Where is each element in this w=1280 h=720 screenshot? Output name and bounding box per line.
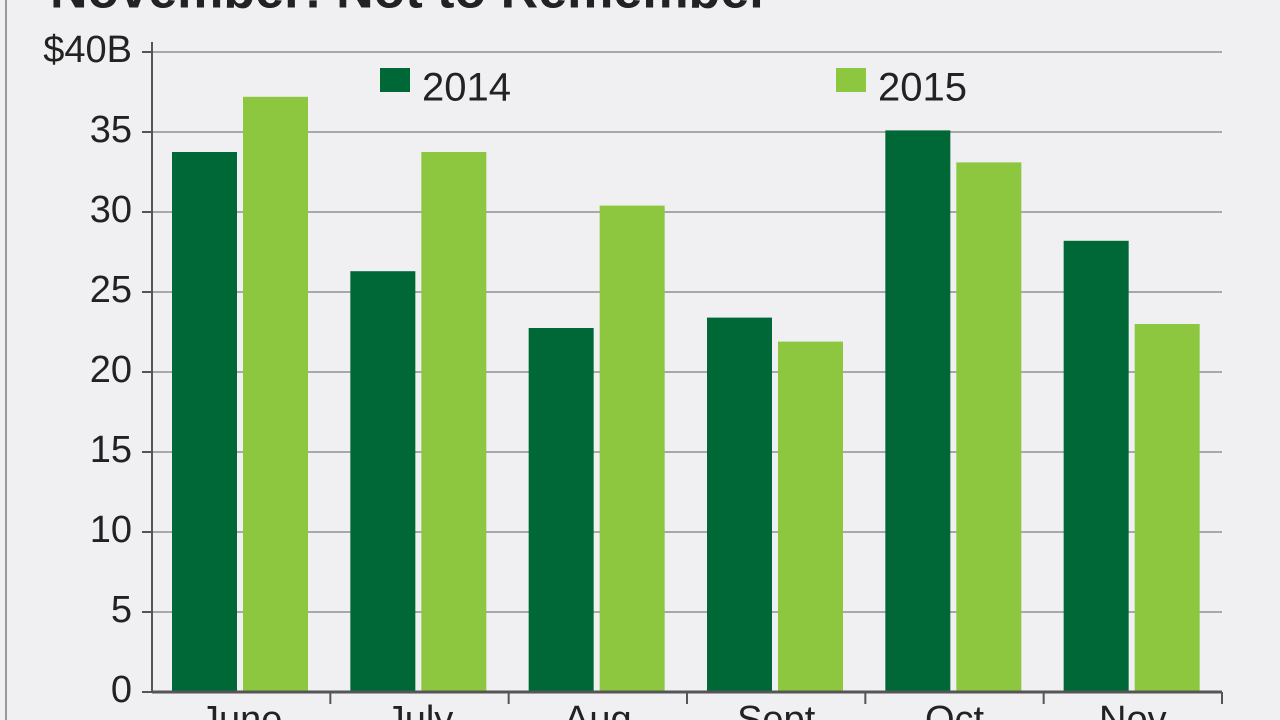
bar <box>172 152 237 692</box>
x-tick-label: Oct <box>925 699 985 720</box>
y-tick-label: 10 <box>90 509 132 551</box>
bar <box>1063 240 1129 693</box>
x-tick-label: July <box>386 699 454 720</box>
bar <box>707 317 772 692</box>
y-tick-label: 15 <box>90 429 132 471</box>
legend-swatch <box>836 68 866 92</box>
bar <box>599 205 665 692</box>
y-tick-label: 0 <box>111 669 132 711</box>
y-tick-label: $40B <box>43 29 132 71</box>
legend-swatch <box>380 68 410 92</box>
y-tick-label: 30 <box>90 189 132 231</box>
chart-title: November: Not to Remember <box>50 0 769 20</box>
y-tick-label: 20 <box>90 349 132 391</box>
bar <box>528 328 594 692</box>
y-tick-label: 5 <box>111 589 132 631</box>
legend-label: 2014 <box>422 66 511 110</box>
bar <box>350 271 416 692</box>
y-tick-label: 35 <box>90 109 132 151</box>
x-tick-label: Aug <box>564 699 632 720</box>
bar <box>1134 324 1200 692</box>
legend-label: 2015 <box>878 66 967 110</box>
x-tick-label: Sept <box>737 699 816 720</box>
x-tick-label: June <box>200 699 282 720</box>
bar <box>243 96 308 693</box>
bar <box>885 130 951 692</box>
x-tick-label: Nov <box>1099 699 1167 720</box>
y-tick-label: 25 <box>90 269 132 311</box>
bar <box>956 162 1022 692</box>
bar <box>778 341 843 692</box>
bar <box>421 152 487 692</box>
